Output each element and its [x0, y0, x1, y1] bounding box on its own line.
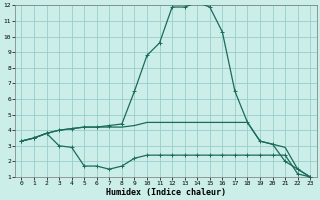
- X-axis label: Humidex (Indice chaleur): Humidex (Indice chaleur): [106, 188, 226, 197]
